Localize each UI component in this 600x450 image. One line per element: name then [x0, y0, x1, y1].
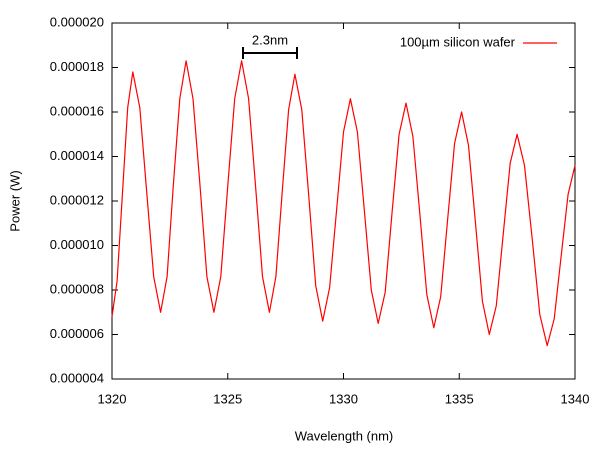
- y-tick-label: 0.000004: [50, 370, 104, 385]
- x-tick-label: 1340: [561, 391, 590, 406]
- y-axis-label: Power (W): [7, 170, 22, 231]
- x-tick-label: 1335: [445, 391, 474, 406]
- y-tick-label: 0.000018: [50, 59, 104, 74]
- y-tick-label: 0.000014: [50, 148, 104, 163]
- x-tick-label: 1330: [329, 391, 358, 406]
- y-tick-label: 0.000008: [50, 281, 104, 296]
- plot-border: [111, 22, 576, 380]
- y-tick-label: 0.000016: [50, 103, 104, 118]
- x-tick-label: 1320: [98, 391, 127, 406]
- x-tick-label: 1325: [213, 391, 242, 406]
- annotation: 2.3nm: [252, 32, 288, 47]
- y-tick-label: 0.000012: [50, 192, 104, 207]
- annotation-bracket: [242, 47, 298, 59]
- x-axis-label: Wavelength (nm): [295, 428, 394, 443]
- y-tick-label: 0.000010: [50, 237, 104, 252]
- y-tick-label: 0.000020: [50, 14, 104, 29]
- data-line: [111, 60, 576, 347]
- y-tick-label: 0.000006: [50, 326, 104, 341]
- legend-label: 100µm silicon wafer: [400, 34, 516, 49]
